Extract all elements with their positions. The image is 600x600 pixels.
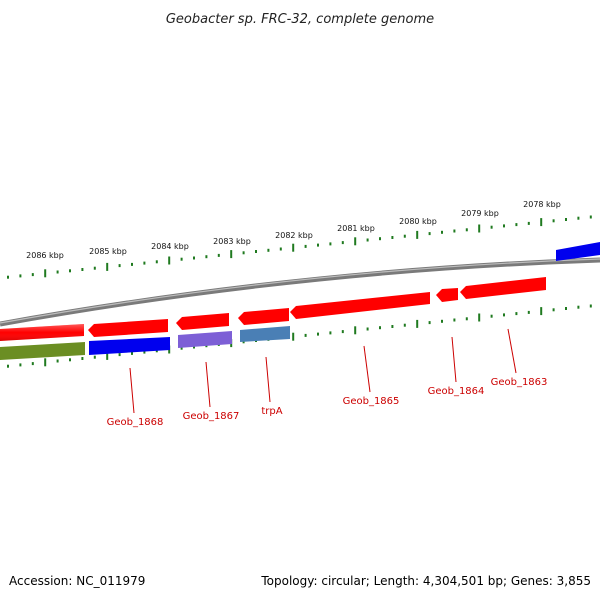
gene-blue-top-right[interactable]: [556, 242, 600, 261]
gene-leader-lines: [129, 328, 517, 414]
gene-label-geob-1863[interactable]: Geob_1863: [491, 377, 548, 388]
gene-trpA-red[interactable]: [238, 308, 289, 325]
accession-text: Accession: NC_011979: [9, 574, 146, 588]
gene-blue[interactable]: [89, 337, 170, 355]
kbp-label-2079: 2079 kbp: [461, 209, 499, 218]
kbp-label-2080: 2080 kbp: [399, 217, 437, 226]
topology-text: Topology: circular; Length: 4,304,501 bp…: [261, 574, 591, 588]
gene-geob-1867-red[interactable]: [176, 313, 229, 330]
kbp-label-2084: 2084 kbp: [151, 242, 189, 251]
kbp-scale-labels: 2086 kbp 2085 kbp 2084 kbp 2083 kbp 2082…: [26, 200, 561, 260]
leader-geob-1865: [363, 345, 371, 393]
genome-backbone-highlight: [0, 258, 600, 324]
gene-label-geob-1867[interactable]: Geob_1867: [183, 411, 240, 422]
gene-olive[interactable]: [0, 342, 85, 360]
gene-geob-1863-red[interactable]: [460, 277, 546, 299]
gene-purple[interactable]: [178, 331, 232, 348]
leader-geob-1863: [507, 328, 517, 374]
gene-label-geob-1864[interactable]: Geob_1864: [428, 386, 485, 397]
kbp-label-2082: 2082 kbp: [275, 231, 313, 240]
leader-geob-1867: [205, 361, 211, 408]
gene-labels: Geob_1868 Geob_1867 trpA Geob_1865 Geob_…: [107, 377, 548, 428]
genome-backbone: [0, 257, 600, 327]
gene-label-geob-1868[interactable]: Geob_1868: [107, 417, 164, 428]
gene-geob-1868-region-red[interactable]: [88, 319, 168, 337]
gene-label-geob-1865[interactable]: Geob_1865: [343, 396, 400, 407]
forward-strand-genes: [0, 242, 600, 341]
gene-geob-1865-red[interactable]: [290, 292, 430, 319]
leader-trpA: [265, 356, 271, 403]
gene-shine-overlay: [0, 324, 84, 341]
leader-geob-1868: [129, 367, 135, 414]
kbp-label-2078: 2078 kbp: [523, 200, 561, 209]
kbp-label-2081: 2081 kbp: [337, 224, 375, 233]
gene-geob-1864-red[interactable]: [436, 288, 458, 302]
map-title: Geobacter sp. FRC-32, complete genome: [166, 12, 434, 27]
kbp-label-2083: 2083 kbp: [213, 237, 251, 246]
leader-geob-1864: [451, 336, 457, 383]
gene-steel-blue[interactable]: [240, 326, 290, 342]
kbp-label-2086: 2086 kbp: [26, 251, 64, 260]
kbp-label-2085: 2085 kbp: [89, 247, 127, 256]
gene-label-trpA[interactable]: trpA: [261, 406, 282, 417]
outer-scale-ticks: [7, 215, 592, 279]
second-track-genes: [0, 326, 290, 360]
